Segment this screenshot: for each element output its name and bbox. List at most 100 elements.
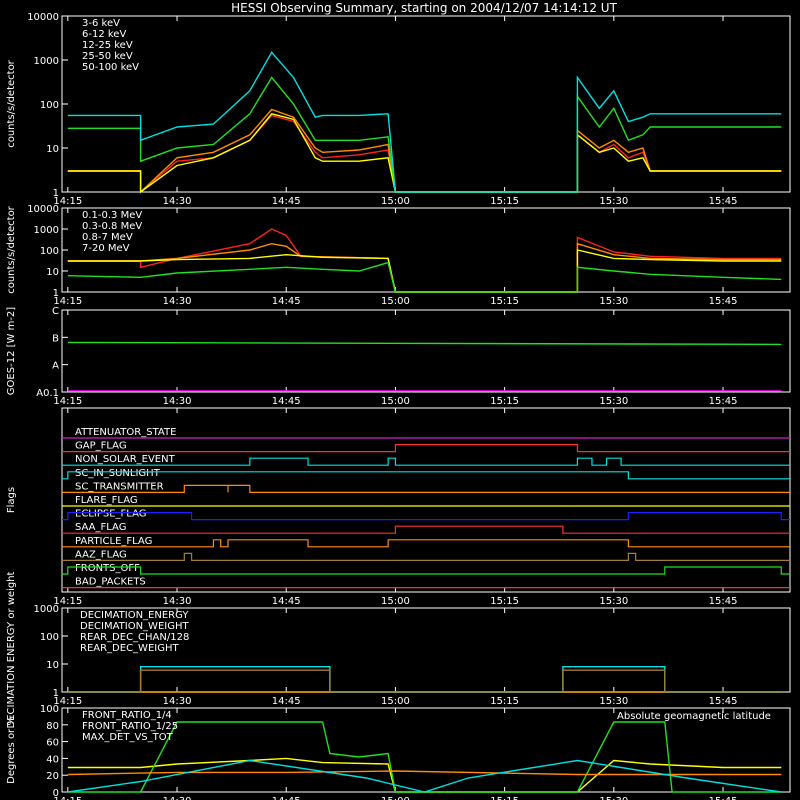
legend-entry: 25-50 keV	[82, 51, 133, 62]
x-tick-label: 15:00	[381, 796, 410, 800]
y-tick-label: 10000	[27, 204, 59, 215]
panel-1: 14:15 14:30 14:45 15:00 15:15 15:30 15:45 count…	[6, 12, 791, 207]
x-tick-label: 15:45	[709, 296, 738, 307]
flag-label: SAA_FLAG	[75, 522, 126, 533]
x-tick-label: 15:00	[381, 696, 410, 707]
x-tick-label: 14:45	[272, 696, 301, 707]
x-tick-label: 15:15	[490, 596, 519, 607]
y-tick-label: 10000	[27, 12, 59, 23]
flag-label: AAZ_FLAG	[75, 549, 127, 560]
x-tick-label: 15:15	[490, 396, 519, 407]
y-tick-label: B	[52, 333, 59, 344]
legend-entry: DECIMATION_ENERGY	[80, 610, 189, 621]
legend-entry: REAR_DEC_WEIGHT	[80, 643, 179, 654]
y-tick-label: 10	[46, 144, 59, 155]
x-tick-label: 14:30	[163, 196, 192, 207]
legend-entry: Absolute geomagnetic latitude	[617, 711, 771, 722]
series-line	[67, 759, 782, 793]
flag-line	[62, 566, 790, 575]
panel-frame	[61, 309, 791, 393]
flag-line	[62, 552, 790, 561]
series-line	[67, 261, 782, 293]
flag-line	[62, 539, 790, 548]
series-line	[67, 341, 782, 346]
series-line	[67, 51, 782, 193]
series-line	[67, 757, 782, 793]
x-tick-label: 15:30	[599, 296, 628, 307]
series-line	[67, 114, 782, 194]
x-tick-label: 15:30	[599, 696, 628, 707]
flag-line	[62, 471, 790, 480]
y-axis-label: counts/s/detector	[6, 59, 17, 147]
y-tick-label: 1	[53, 188, 59, 199]
x-tick-label: 15:15	[490, 296, 519, 307]
flag-label: BAD_PACKETS	[75, 577, 146, 588]
y-tick-label: 80	[46, 721, 59, 732]
legend-entry: 3-6 keV	[82, 18, 120, 29]
x-tick-label: 15:45	[709, 596, 738, 607]
flag-label: FLARE_FLAG	[75, 495, 138, 506]
y-tick-label: 100	[40, 704, 59, 715]
x-tick-label: 15:30	[599, 396, 628, 407]
x-tick-label: 14:45	[272, 296, 301, 307]
flag-label: SC_IN_SUNLIGHT	[75, 468, 161, 479]
x-tick-label: 15:45	[709, 196, 738, 207]
legend-entry: 0.1-0.3 MeV	[82, 210, 142, 221]
x-tick-label: 15:00	[381, 196, 410, 207]
x-tick-label: 14:45	[272, 396, 301, 407]
series-line	[67, 108, 782, 194]
x-tick-label: 15:00	[381, 296, 410, 307]
y-tick-label: 10	[46, 660, 59, 671]
flag-line	[62, 457, 790, 466]
x-tick-label: 14:30	[163, 696, 192, 707]
flag-line	[62, 525, 790, 534]
legend-entry: MAX_DET_VS_TOT	[82, 732, 174, 743]
flag-line	[62, 512, 790, 521]
flag-label: ATTENUATOR_STATE	[75, 427, 176, 438]
x-tick-label: 15:30	[599, 596, 628, 607]
x-tick-label: 14:15	[53, 196, 82, 207]
x-tick-label: 15:00	[381, 396, 410, 407]
x-tick-label: 14:15	[53, 396, 82, 407]
x-tick-label: 14:45	[272, 796, 301, 800]
series-line	[67, 113, 782, 194]
chart-title: HESSI Observing Summary, starting on 200…	[231, 1, 617, 15]
x-tick-label: 15:45	[709, 696, 738, 707]
flag-label: FRONTS_OFF	[75, 563, 140, 574]
x-tick-label: 15:30	[599, 196, 628, 207]
x-tick-label: 14:45	[272, 596, 301, 607]
legend-entry: 50-100 keV	[82, 62, 139, 73]
series-line	[67, 721, 782, 793]
y-tick-label: 1	[53, 688, 59, 699]
x-tick-label: 14:15	[53, 796, 82, 800]
panel-2: 14:15 14:30 14:45 15:00 15:15 15:30 15:45 count…	[6, 204, 791, 307]
x-tick-label: 14:15	[53, 596, 82, 607]
y-tick-label: 1000	[34, 225, 59, 236]
x-tick-label: 14:30	[163, 296, 192, 307]
flag-line	[62, 444, 790, 453]
series-line	[67, 76, 782, 193]
legend-entry: 7-20 MeV	[82, 243, 130, 254]
y-tick-label: 10	[46, 267, 59, 278]
series-line	[67, 770, 782, 776]
legend-entry: 6-12 keV	[82, 29, 126, 40]
y-tick-label: 100	[40, 100, 59, 111]
y-tick-label: 40	[46, 754, 59, 765]
y-axis-label: GOES-12 [W m-2]	[6, 307, 17, 395]
y-axis-label: Degrees or %	[6, 716, 17, 784]
x-tick-label: 15:15	[490, 696, 519, 707]
series-line	[67, 669, 782, 693]
y-axis-label: Flags	[6, 487, 17, 513]
legend-entry: 12-25 keV	[82, 40, 133, 51]
x-tick-label: 14:30	[163, 596, 192, 607]
y-tick-label: 0	[53, 788, 59, 799]
panel-frame	[61, 207, 791, 293]
legend-entry: FRONT_RATIO_1/4	[82, 710, 172, 721]
y-tick-label: A0.1	[36, 388, 59, 399]
series-line	[67, 242, 782, 293]
y-tick-label: 100	[40, 632, 59, 643]
panel-5: 14:15 14:30 14:45 15:00 15:15 15:30 15:45 DECIM…	[6, 571, 791, 728]
legend-entry: 0.3-0.8 MeV	[82, 221, 142, 232]
flag-label: NON_SOLAR_EVENT	[75, 454, 176, 465]
